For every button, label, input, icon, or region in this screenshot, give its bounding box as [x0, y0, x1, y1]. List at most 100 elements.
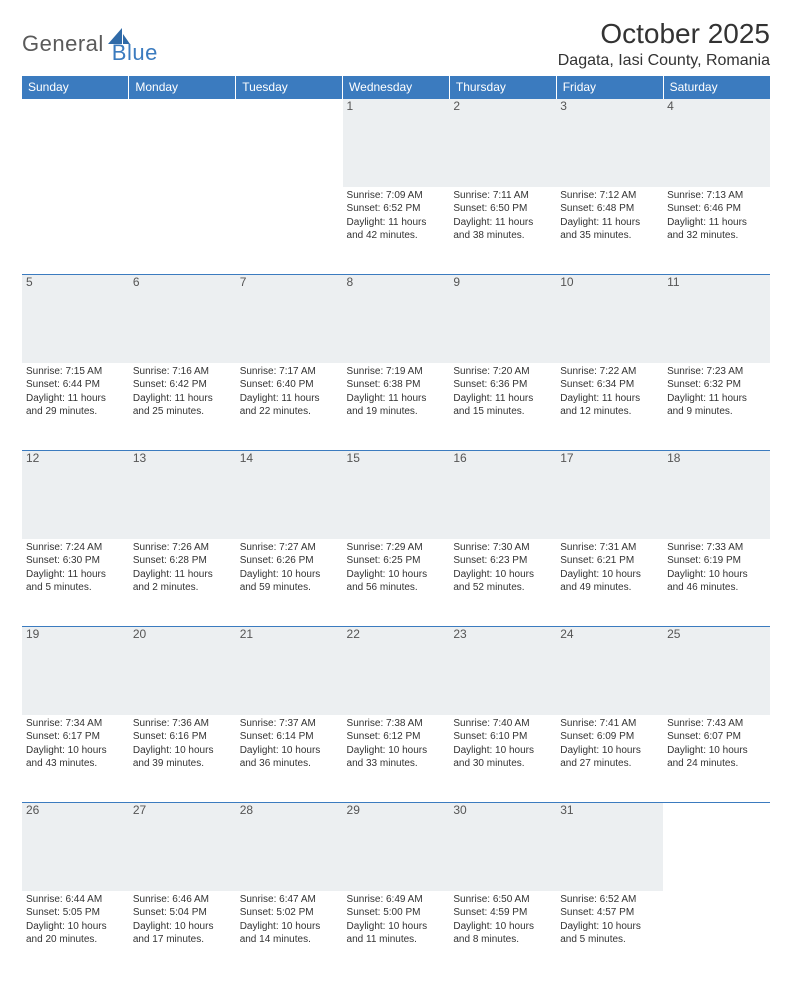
day-number-row: 1234	[22, 99, 770, 187]
calendar-page: General Blue October 2025 Dagata, Iasi C…	[0, 0, 792, 993]
sunrise-sunset-text: Sunrise: 6:47 AMSunset: 5:02 PMDaylight:…	[240, 891, 339, 947]
day-number-cell	[663, 803, 770, 891]
sunrise-sunset-text: Sunrise: 7:20 AMSunset: 6:36 PMDaylight:…	[453, 363, 552, 419]
day-content-cell	[663, 891, 770, 979]
sunrise-sunset-text: Sunrise: 7:17 AMSunset: 6:40 PMDaylight:…	[240, 363, 339, 419]
sunrise-sunset-text: Sunrise: 7:24 AMSunset: 6:30 PMDaylight:…	[26, 539, 125, 595]
day-content-row: Sunrise: 6:44 AMSunset: 5:05 PMDaylight:…	[22, 891, 770, 979]
sunrise-sunset-text: Sunrise: 7:12 AMSunset: 6:48 PMDaylight:…	[560, 187, 659, 243]
day-number-cell: 23	[449, 627, 556, 715]
day-number-cell: 22	[343, 627, 450, 715]
logo: General Blue	[22, 22, 158, 66]
day-content-cell: Sunrise: 7:09 AMSunset: 6:52 PMDaylight:…	[343, 187, 450, 275]
sunrise-sunset-text: Sunrise: 7:26 AMSunset: 6:28 PMDaylight:…	[133, 539, 232, 595]
sunrise-sunset-text: Sunrise: 7:43 AMSunset: 6:07 PMDaylight:…	[667, 715, 766, 771]
sunrise-sunset-text: Sunrise: 7:23 AMSunset: 6:32 PMDaylight:…	[667, 363, 766, 419]
day-content-cell: Sunrise: 7:13 AMSunset: 6:46 PMDaylight:…	[663, 187, 770, 275]
day-content-cell: Sunrise: 7:41 AMSunset: 6:09 PMDaylight:…	[556, 715, 663, 803]
day-number-cell: 7	[236, 275, 343, 363]
day-number-cell: 2	[449, 99, 556, 187]
day-number-cell: 21	[236, 627, 343, 715]
day-number-cell: 12	[22, 451, 129, 539]
day-number-cell: 11	[663, 275, 770, 363]
day-content-cell: Sunrise: 7:30 AMSunset: 6:23 PMDaylight:…	[449, 539, 556, 627]
day-number-cell: 14	[236, 451, 343, 539]
title-block: October 2025 Dagata, Iasi County, Romani…	[558, 18, 770, 70]
day-number-cell: 19	[22, 627, 129, 715]
day-content-cell	[129, 187, 236, 275]
day-header: Sunday	[22, 76, 129, 99]
day-content-cell: Sunrise: 7:11 AMSunset: 6:50 PMDaylight:…	[449, 187, 556, 275]
day-content-cell	[236, 187, 343, 275]
day-header: Wednesday	[343, 76, 450, 99]
day-number-cell	[22, 99, 129, 187]
day-number-cell: 29	[343, 803, 450, 891]
sunrise-sunset-text: Sunrise: 7:41 AMSunset: 6:09 PMDaylight:…	[560, 715, 659, 771]
day-content-row: Sunrise: 7:15 AMSunset: 6:44 PMDaylight:…	[22, 363, 770, 451]
day-content-cell: Sunrise: 7:40 AMSunset: 6:10 PMDaylight:…	[449, 715, 556, 803]
day-content-cell: Sunrise: 7:22 AMSunset: 6:34 PMDaylight:…	[556, 363, 663, 451]
day-number-cell: 25	[663, 627, 770, 715]
day-content-cell: Sunrise: 7:34 AMSunset: 6:17 PMDaylight:…	[22, 715, 129, 803]
day-number-cell: 31	[556, 803, 663, 891]
day-number-cell: 28	[236, 803, 343, 891]
day-content-cell: Sunrise: 7:38 AMSunset: 6:12 PMDaylight:…	[343, 715, 450, 803]
day-content-cell: Sunrise: 6:44 AMSunset: 5:05 PMDaylight:…	[22, 891, 129, 979]
day-content-cell	[22, 187, 129, 275]
day-content-cell: Sunrise: 7:23 AMSunset: 6:32 PMDaylight:…	[663, 363, 770, 451]
sunrise-sunset-text: Sunrise: 7:34 AMSunset: 6:17 PMDaylight:…	[26, 715, 125, 771]
day-number-cell: 8	[343, 275, 450, 363]
day-content-cell: Sunrise: 7:17 AMSunset: 6:40 PMDaylight:…	[236, 363, 343, 451]
day-number-cell: 10	[556, 275, 663, 363]
day-content-row: Sunrise: 7:24 AMSunset: 6:30 PMDaylight:…	[22, 539, 770, 627]
day-content-cell: Sunrise: 6:47 AMSunset: 5:02 PMDaylight:…	[236, 891, 343, 979]
calendar-table: Sunday Monday Tuesday Wednesday Thursday…	[22, 76, 770, 979]
day-number-cell: 15	[343, 451, 450, 539]
sunrise-sunset-text: Sunrise: 6:52 AMSunset: 4:57 PMDaylight:…	[560, 891, 659, 947]
sunrise-sunset-text: Sunrise: 6:49 AMSunset: 5:00 PMDaylight:…	[347, 891, 446, 947]
day-number-cell: 17	[556, 451, 663, 539]
day-header: Monday	[129, 76, 236, 99]
sunrise-sunset-text: Sunrise: 7:27 AMSunset: 6:26 PMDaylight:…	[240, 539, 339, 595]
day-number-cell: 26	[22, 803, 129, 891]
day-content-cell: Sunrise: 7:16 AMSunset: 6:42 PMDaylight:…	[129, 363, 236, 451]
sunrise-sunset-text: Sunrise: 7:22 AMSunset: 6:34 PMDaylight:…	[560, 363, 659, 419]
day-number-cell: 16	[449, 451, 556, 539]
day-content-cell: Sunrise: 6:52 AMSunset: 4:57 PMDaylight:…	[556, 891, 663, 979]
day-content-row: Sunrise: 7:09 AMSunset: 6:52 PMDaylight:…	[22, 187, 770, 275]
day-number-cell: 6	[129, 275, 236, 363]
day-number-cell: 9	[449, 275, 556, 363]
sunrise-sunset-text: Sunrise: 7:13 AMSunset: 6:46 PMDaylight:…	[667, 187, 766, 243]
day-content-cell: Sunrise: 7:31 AMSunset: 6:21 PMDaylight:…	[556, 539, 663, 627]
day-number-row: 262728293031	[22, 803, 770, 891]
day-content-cell: Sunrise: 7:12 AMSunset: 6:48 PMDaylight:…	[556, 187, 663, 275]
location-text: Dagata, Iasi County, Romania	[558, 52, 770, 70]
day-number-cell: 3	[556, 99, 663, 187]
day-number-cell: 27	[129, 803, 236, 891]
day-number-row: 567891011	[22, 275, 770, 363]
day-number-cell: 20	[129, 627, 236, 715]
day-header: Saturday	[663, 76, 770, 99]
sunrise-sunset-text: Sunrise: 7:38 AMSunset: 6:12 PMDaylight:…	[347, 715, 446, 771]
sunrise-sunset-text: Sunrise: 7:31 AMSunset: 6:21 PMDaylight:…	[560, 539, 659, 595]
sunrise-sunset-text: Sunrise: 7:09 AMSunset: 6:52 PMDaylight:…	[347, 187, 446, 243]
sunrise-sunset-text: Sunrise: 7:33 AMSunset: 6:19 PMDaylight:…	[667, 539, 766, 595]
day-content-cell: Sunrise: 7:27 AMSunset: 6:26 PMDaylight:…	[236, 539, 343, 627]
logo-text-blue: Blue	[112, 40, 158, 66]
day-header: Thursday	[449, 76, 556, 99]
sunrise-sunset-text: Sunrise: 6:50 AMSunset: 4:59 PMDaylight:…	[453, 891, 552, 947]
sunrise-sunset-text: Sunrise: 7:15 AMSunset: 6:44 PMDaylight:…	[26, 363, 125, 419]
day-content-cell: Sunrise: 6:49 AMSunset: 5:00 PMDaylight:…	[343, 891, 450, 979]
day-content-cell: Sunrise: 7:33 AMSunset: 6:19 PMDaylight:…	[663, 539, 770, 627]
sunrise-sunset-text: Sunrise: 7:30 AMSunset: 6:23 PMDaylight:…	[453, 539, 552, 595]
day-header: Friday	[556, 76, 663, 99]
day-content-cell: Sunrise: 7:37 AMSunset: 6:14 PMDaylight:…	[236, 715, 343, 803]
day-number-cell	[129, 99, 236, 187]
day-content-cell: Sunrise: 7:24 AMSunset: 6:30 PMDaylight:…	[22, 539, 129, 627]
sunrise-sunset-text: Sunrise: 6:44 AMSunset: 5:05 PMDaylight:…	[26, 891, 125, 947]
day-content-cell: Sunrise: 7:20 AMSunset: 6:36 PMDaylight:…	[449, 363, 556, 451]
day-header: Tuesday	[236, 76, 343, 99]
day-number-row: 12131415161718	[22, 451, 770, 539]
day-content-cell: Sunrise: 7:36 AMSunset: 6:16 PMDaylight:…	[129, 715, 236, 803]
sunrise-sunset-text: Sunrise: 7:40 AMSunset: 6:10 PMDaylight:…	[453, 715, 552, 771]
